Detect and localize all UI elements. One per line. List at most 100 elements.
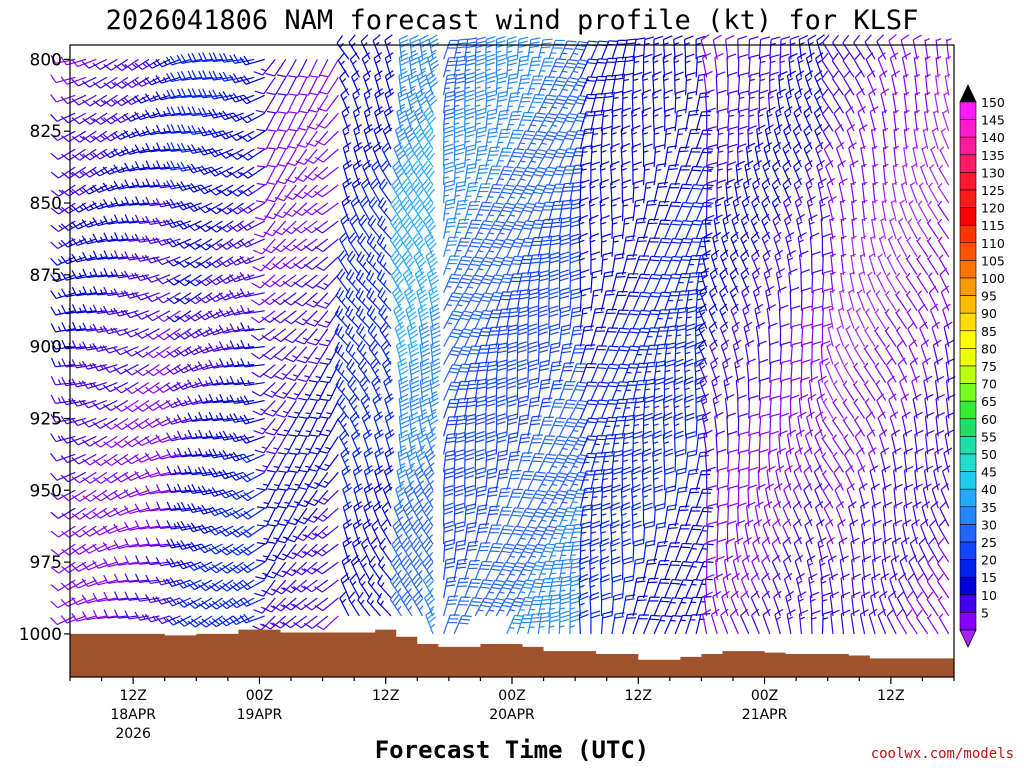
wind-barb xyxy=(902,163,908,186)
wind-barb xyxy=(165,557,192,568)
wind-barb xyxy=(71,202,97,213)
wind-barb xyxy=(906,308,918,329)
wind-barb xyxy=(362,159,372,186)
wind-barb xyxy=(909,181,918,204)
wind-barb xyxy=(931,483,941,509)
wind-barb xyxy=(71,507,97,520)
chart-title: 2026041806 NAM forecast wind profile (kt… xyxy=(106,5,919,36)
credit-text[interactable]: coolwx.com/models xyxy=(871,746,1014,762)
wind-barb xyxy=(219,220,244,233)
wind-barb xyxy=(303,184,329,198)
wind-barb xyxy=(198,256,223,269)
wind-barb xyxy=(144,58,171,69)
wind-barb xyxy=(81,561,108,571)
wind-barb xyxy=(443,255,460,276)
colorbar-swatch xyxy=(959,189,977,208)
wind-barb xyxy=(288,59,308,78)
colorbar-top-arrow xyxy=(959,84,977,103)
wind-barb xyxy=(786,609,796,635)
wind-barb xyxy=(653,291,672,311)
wind-barb xyxy=(773,124,783,150)
wind-barb xyxy=(92,543,118,553)
wind-barb xyxy=(884,344,897,365)
colorbar-swatch xyxy=(959,559,977,578)
wind-barb xyxy=(123,94,150,106)
wind-barb xyxy=(197,328,223,338)
wind-barb xyxy=(887,235,897,258)
wind-barb xyxy=(50,507,76,519)
wind-barb xyxy=(229,597,255,609)
wind-barb xyxy=(398,52,410,78)
wind-barb xyxy=(145,346,171,359)
wind-barb xyxy=(229,220,255,232)
wind-barb xyxy=(411,214,425,240)
wind-barb xyxy=(843,434,855,455)
wind-barb xyxy=(840,271,846,293)
wind-barb xyxy=(402,267,416,294)
wind-barb xyxy=(50,597,76,609)
wind-barb xyxy=(653,200,670,222)
wind-barb xyxy=(293,202,318,217)
wind-barb xyxy=(389,232,404,258)
wind-barb xyxy=(409,394,421,419)
wind-barb xyxy=(254,220,276,238)
wind-barb xyxy=(229,561,255,574)
wind-barb xyxy=(899,199,908,222)
wind-barb xyxy=(453,218,470,240)
wind-barb xyxy=(71,525,97,538)
wind-barb xyxy=(284,184,308,201)
wind-barb xyxy=(926,236,939,258)
x-tick-year: 2026 xyxy=(115,726,151,742)
wind-barb xyxy=(293,256,318,270)
wind-barb xyxy=(611,363,630,383)
wind-barb xyxy=(383,465,394,491)
wind-barb xyxy=(276,507,297,527)
wind-barb xyxy=(558,165,576,186)
wind-barb xyxy=(558,362,575,383)
wind-barb xyxy=(865,289,876,311)
wind-barb xyxy=(251,346,276,360)
wind-barb xyxy=(219,202,244,215)
wind-barb xyxy=(165,218,192,229)
wind-barb xyxy=(50,202,76,215)
wind-barb xyxy=(421,178,435,204)
wind-barb xyxy=(113,435,139,448)
wind-barb xyxy=(218,129,244,140)
wind-barb xyxy=(537,131,558,150)
wind-barb xyxy=(197,165,223,176)
wind-barb xyxy=(829,289,836,311)
wind-barb xyxy=(266,436,287,455)
colorbar-swatch xyxy=(959,488,977,508)
wind-barb xyxy=(453,380,470,401)
wind-barb xyxy=(218,449,244,460)
wind-barb xyxy=(314,579,339,593)
wind-barb xyxy=(267,130,287,150)
wind-barb xyxy=(823,379,834,401)
wind-barb xyxy=(144,292,171,303)
wind-barb xyxy=(916,254,929,276)
wind-barb xyxy=(891,181,898,204)
wind-barb xyxy=(537,490,558,509)
wind-barb xyxy=(495,128,511,150)
wind-barb xyxy=(443,614,460,635)
wind-barb xyxy=(927,182,939,204)
colorbar-swatch xyxy=(959,136,977,156)
colorbar-label: 110 xyxy=(981,236,1005,251)
wind-barb xyxy=(176,501,202,512)
wind-barb xyxy=(145,215,171,226)
wind-barb xyxy=(392,519,404,545)
wind-barb xyxy=(103,399,129,412)
wind-barb xyxy=(273,579,297,595)
wind-barb xyxy=(903,127,910,150)
wind-barb xyxy=(92,58,118,70)
wind-barb xyxy=(275,525,297,544)
wind-barb xyxy=(913,127,920,150)
colorbar-label: 15 xyxy=(981,570,997,585)
wind-barb xyxy=(763,501,773,527)
wind-barb xyxy=(102,364,129,373)
wind-barb xyxy=(113,364,139,375)
wind-barb xyxy=(784,465,793,491)
wind-barb xyxy=(578,609,589,634)
wind-barb xyxy=(853,34,866,60)
x-tick-date: 18APR xyxy=(110,707,156,723)
